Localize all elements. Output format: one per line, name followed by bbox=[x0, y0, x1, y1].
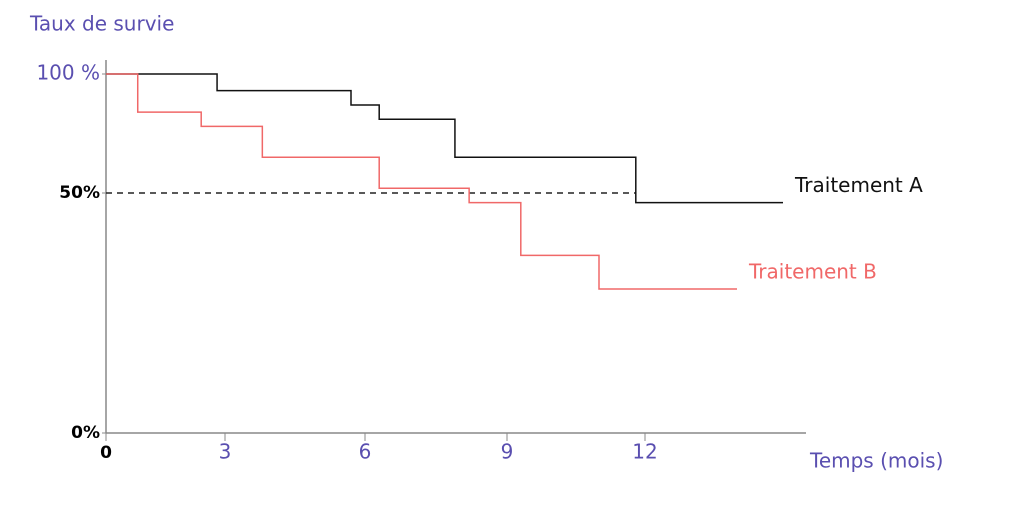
series-label: Traitement B bbox=[748, 260, 877, 284]
x-tick-label: 12 bbox=[632, 440, 657, 464]
y-tick-label: 50% bbox=[59, 183, 100, 203]
survival-curve bbox=[106, 73, 783, 204]
x-axis-label: Temps (mois) bbox=[809, 449, 943, 473]
survival-curve bbox=[106, 73, 737, 290]
series-label: Traitement A bbox=[794, 173, 923, 197]
x-tick-label: 3 bbox=[219, 440, 232, 464]
x-tick-label: 0 bbox=[100, 443, 112, 463]
y-tick-label: 100 % bbox=[36, 61, 100, 85]
x-tick-label: 9 bbox=[501, 440, 514, 464]
y-tick-label: 0% bbox=[71, 423, 100, 443]
chart-title: Taux de survie bbox=[29, 12, 174, 36]
x-tick-label: 6 bbox=[359, 440, 372, 464]
